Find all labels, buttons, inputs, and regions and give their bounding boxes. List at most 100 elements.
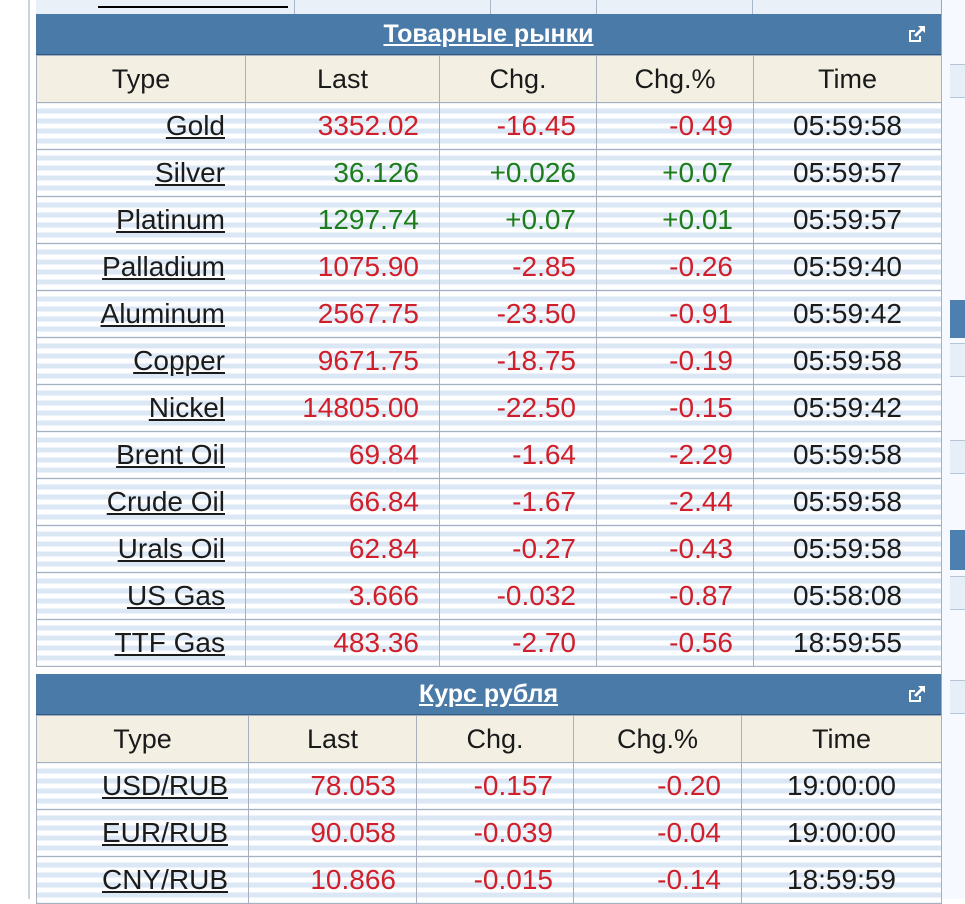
row-type-cell: Gold [36, 102, 246, 150]
column-header-last: Last [248, 715, 417, 763]
last-price-cell: 3352.02 [245, 102, 440, 150]
row-type-cell: Urals Oil [36, 525, 246, 573]
row-type-cell: Palladium [36, 243, 246, 291]
change-cell: -16.45 [439, 102, 597, 150]
row-type-cell: Aluminum [36, 290, 246, 338]
column-divider [752, 0, 753, 14]
ruble-panel-header: Курс рубля [36, 674, 941, 715]
table-row: Brent Oil 69.84 -1.64 -2.29 05:59:58 [36, 431, 942, 479]
previous-row-link-underline [98, 6, 288, 8]
table-row: CNY/RUB 10.866 -0.015 -0.14 18:59:59 [36, 856, 942, 904]
change-percent-cell: -0.19 [596, 337, 754, 385]
instrument-link[interactable]: Brent Oil [116, 439, 225, 470]
change-cell: -0.039 [416, 809, 574, 857]
ruble-title-link[interactable]: Курс рубля [418, 680, 559, 708]
table-header-row: Type Last Chg. Chg.% Time [36, 715, 942, 763]
table-row: Crude Oil 66.84 -1.67 -2.44 05:59:58 [36, 478, 942, 526]
instrument-link[interactable]: Platinum [116, 204, 225, 235]
table-row: TTF Gas 483.36 -2.70 -0.56 18:59:55 [36, 619, 942, 667]
change-percent-cell: -0.87 [596, 572, 754, 620]
external-link-icon[interactable] [907, 684, 927, 704]
table-row: Aluminum 2567.75 -23.50 -0.91 05:59:42 [36, 290, 942, 338]
instrument-link[interactable]: Nickel [148, 392, 225, 423]
row-type-cell: CNY/RUB [36, 856, 249, 904]
table-row: Gold 3352.02 -16.45 -0.49 05:59:58 [36, 102, 942, 150]
row-type-cell: US Gas [36, 572, 246, 620]
time-cell: 05:59:40 [753, 243, 942, 291]
instrument-link[interactable]: Aluminum [100, 298, 225, 329]
change-percent-cell: -0.56 [596, 619, 754, 667]
row-type-cell: Copper [36, 337, 246, 385]
time-cell: 05:59:42 [753, 384, 942, 432]
column-header-time: Time [741, 715, 942, 763]
commodities-panel-header: Товарные рынки [36, 14, 941, 55]
change-percent-cell: -0.43 [596, 525, 754, 573]
previous-table-remnant [36, 0, 941, 15]
instrument-link[interactable]: US Gas [126, 580, 225, 611]
change-percent-cell: +0.01 [596, 196, 754, 244]
instrument-link[interactable]: Silver [154, 157, 225, 188]
change-cell: -22.50 [439, 384, 597, 432]
last-price-cell: 90.058 [248, 809, 417, 857]
time-cell: 05:58:08 [753, 572, 942, 620]
instrument-link[interactable]: EUR/RUB [101, 817, 228, 848]
table-row: US Gas 3.666 -0.032 -0.87 05:58:08 [36, 572, 942, 620]
instrument-link[interactable]: TTF Gas [114, 627, 225, 658]
instrument-link[interactable]: Palladium [102, 251, 225, 282]
column-header-type: Type [36, 715, 249, 763]
right-panel-row [950, 576, 965, 610]
column-divider [596, 0, 597, 14]
table-row: Nickel 14805.00 -22.50 -0.15 05:59:42 [36, 384, 942, 432]
last-price-cell: 36.126 [245, 149, 440, 197]
time-cell: 05:59:58 [753, 102, 942, 150]
instrument-link[interactable]: Crude Oil [106, 486, 225, 517]
commodities-title-link[interactable]: Товарные рынки [383, 20, 594, 48]
time-cell: 19:00:00 [741, 809, 942, 857]
instrument-link[interactable]: CNY/RUB [101, 864, 228, 895]
last-price-cell: 66.84 [245, 478, 440, 526]
change-cell: -1.64 [439, 431, 597, 479]
change-cell: -1.67 [439, 478, 597, 526]
last-price-cell: 69.84 [245, 431, 440, 479]
change-percent-cell: -2.44 [596, 478, 754, 526]
left-divider [28, 0, 30, 899]
change-cell: -0.157 [416, 762, 574, 810]
change-percent-cell: -2.29 [596, 431, 754, 479]
change-percent-cell: -0.14 [573, 856, 742, 904]
instrument-link[interactable]: Copper [133, 345, 225, 376]
table-row: Platinum 1297.74 +0.07 +0.01 05:59:57 [36, 196, 942, 244]
last-price-cell: 1297.74 [245, 196, 440, 244]
change-cell: -0.015 [416, 856, 574, 904]
column-header-type: Type [36, 55, 246, 103]
row-type-cell: TTF Gas [36, 619, 246, 667]
right-panel-header [950, 300, 965, 338]
ruble-panel: Курс рубля Type Last Chg. Chg.% Time USD… [36, 674, 942, 904]
change-percent-cell: -0.49 [596, 102, 754, 150]
change-cell: -0.27 [439, 525, 597, 573]
change-cell: +0.026 [439, 149, 597, 197]
time-cell: 18:59:59 [741, 856, 942, 904]
row-type-cell: USD/RUB [36, 762, 249, 810]
ruble-table-body: USD/RUB 78.053 -0.157 -0.20 19:00:00 EUR/RUB 9… [36, 762, 942, 904]
column-header-last: Last [245, 55, 440, 103]
last-price-cell: 14805.00 [245, 384, 440, 432]
instrument-link[interactable]: Urals Oil [117, 533, 225, 564]
change-cell: -2.85 [439, 243, 597, 291]
external-link-icon[interactable] [907, 24, 927, 44]
table-row: Copper 9671.75 -18.75 -0.19 05:59:58 [36, 337, 942, 385]
change-cell: -2.70 [439, 619, 597, 667]
last-price-cell: 483.36 [245, 619, 440, 667]
time-cell: 19:00:00 [741, 762, 942, 810]
instrument-link[interactable]: USD/RUB [101, 770, 228, 801]
row-type-cell: Brent Oil [36, 431, 246, 479]
commodities-panel: Товарные рынки Type Last Chg. Chg.% Time… [36, 14, 942, 667]
time-cell: 05:59:58 [753, 431, 942, 479]
table-row: EUR/RUB 90.058 -0.039 -0.04 19:00:00 [36, 809, 942, 857]
column-header-chg-pct: Chg.% [573, 715, 742, 763]
right-panel-row [950, 680, 965, 714]
change-percent-cell: -0.20 [573, 762, 742, 810]
change-cell: -0.032 [439, 572, 597, 620]
last-price-cell: 1075.90 [245, 243, 440, 291]
column-divider [490, 0, 491, 14]
instrument-link[interactable]: Gold [165, 110, 225, 141]
